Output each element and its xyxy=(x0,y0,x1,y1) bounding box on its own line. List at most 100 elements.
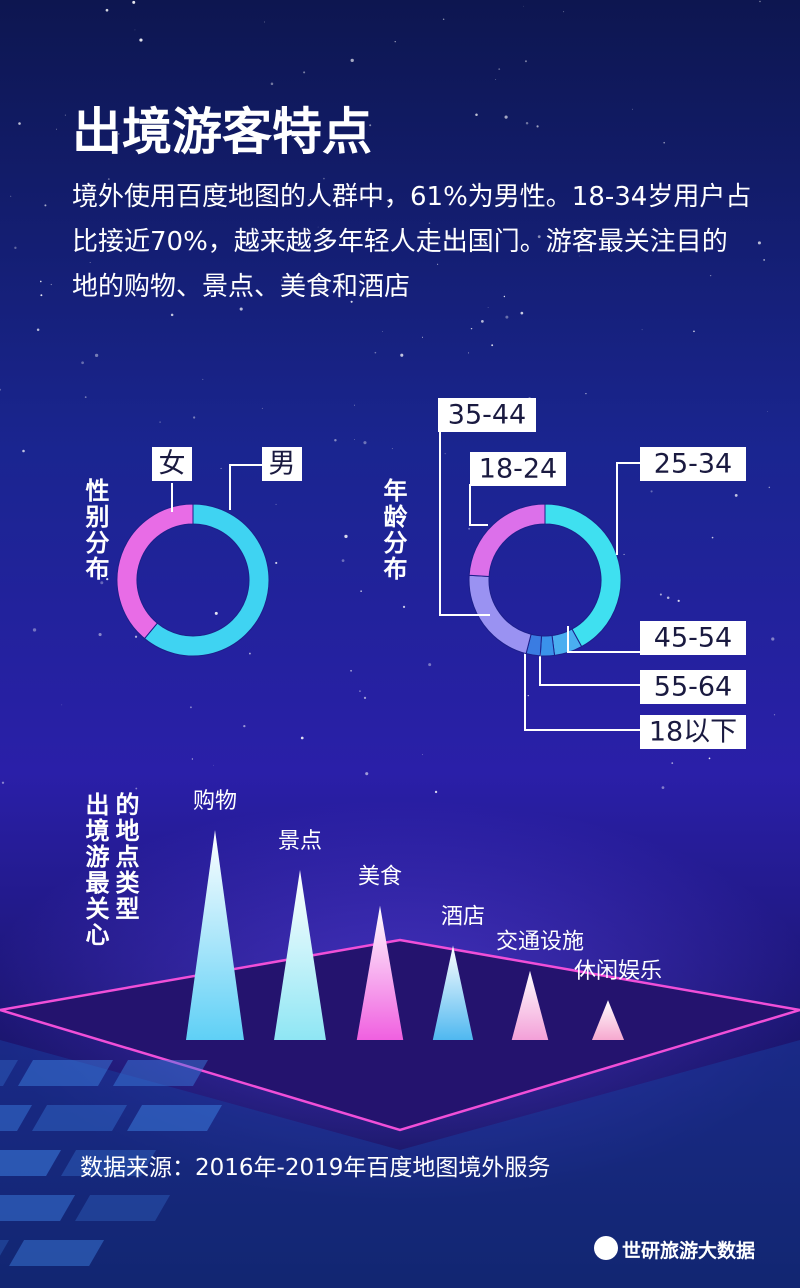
star xyxy=(39,280,42,283)
slice-label: 男 xyxy=(269,449,296,480)
star xyxy=(708,757,711,760)
star xyxy=(536,125,539,128)
cone xyxy=(274,869,326,1040)
leader-line xyxy=(524,645,640,731)
star xyxy=(344,534,348,539)
star xyxy=(623,553,625,556)
star xyxy=(444,453,446,455)
star xyxy=(563,11,565,13)
star xyxy=(537,235,541,239)
star xyxy=(303,71,306,74)
star xyxy=(139,38,143,42)
star xyxy=(1,781,5,784)
star xyxy=(270,82,274,86)
star xyxy=(661,786,665,789)
star xyxy=(734,493,738,497)
slice xyxy=(116,503,194,640)
floor-tile xyxy=(0,1105,33,1131)
leader-line xyxy=(229,464,262,510)
star xyxy=(202,378,204,380)
star xyxy=(213,764,214,766)
star xyxy=(396,560,400,564)
star xyxy=(220,467,222,469)
star xyxy=(275,561,278,565)
slice xyxy=(544,503,622,648)
cone-label: 交通设施 xyxy=(496,930,584,955)
star xyxy=(523,5,524,7)
star xyxy=(170,313,174,317)
star xyxy=(36,328,40,332)
cone-label: 购物 xyxy=(193,789,237,814)
star xyxy=(524,60,527,63)
label-box xyxy=(640,447,746,481)
cone xyxy=(432,945,474,1040)
star xyxy=(239,307,243,311)
star xyxy=(350,300,353,303)
cone xyxy=(591,1000,625,1040)
star xyxy=(22,449,25,453)
leader-line xyxy=(439,430,490,616)
star xyxy=(159,421,161,423)
star xyxy=(105,8,109,12)
star xyxy=(382,331,383,333)
star xyxy=(768,486,771,489)
star xyxy=(84,396,87,399)
leader-line xyxy=(469,484,488,526)
star xyxy=(470,327,473,330)
star xyxy=(98,633,102,637)
source: 数据来源：2016年-2019年百度地图境外服务 xyxy=(80,1155,551,1181)
star xyxy=(773,714,776,716)
star xyxy=(370,199,374,203)
cone xyxy=(356,905,404,1040)
star xyxy=(481,320,484,323)
star xyxy=(235,798,236,800)
star xyxy=(61,704,63,706)
star xyxy=(437,263,439,265)
star xyxy=(505,315,509,319)
star xyxy=(428,663,432,667)
watermark-icon xyxy=(594,1236,618,1260)
star xyxy=(107,178,110,181)
star xyxy=(677,599,680,602)
star xyxy=(10,195,12,197)
star xyxy=(650,490,653,493)
label-box xyxy=(152,447,192,481)
floor-tile xyxy=(0,1150,62,1176)
star xyxy=(400,353,404,357)
star xyxy=(659,593,662,596)
slice xyxy=(143,503,270,657)
star xyxy=(354,439,355,440)
star xyxy=(520,311,524,315)
star xyxy=(525,122,529,125)
leader-line xyxy=(567,626,640,653)
description: 境外使用百度地图的人群中，61%为男性。18-34岁用户占比接近70%，越来越多… xyxy=(72,182,752,302)
star xyxy=(487,306,489,308)
star xyxy=(50,283,52,286)
star xyxy=(209,188,213,191)
floor-tile xyxy=(32,1105,128,1131)
star xyxy=(287,199,289,202)
star xyxy=(100,581,104,585)
star xyxy=(767,411,768,412)
star xyxy=(369,124,372,127)
star xyxy=(32,628,37,632)
star xyxy=(468,527,471,530)
star xyxy=(585,393,587,395)
star xyxy=(134,635,138,638)
star xyxy=(394,40,396,43)
star xyxy=(261,407,263,409)
leader-line xyxy=(616,462,640,555)
star xyxy=(40,294,43,297)
floor-tile xyxy=(9,1240,105,1266)
star xyxy=(248,652,251,655)
floor-tile xyxy=(112,1060,209,1086)
star xyxy=(771,637,775,641)
cone-label: 景点 xyxy=(278,829,322,854)
label-box xyxy=(438,398,536,432)
star xyxy=(498,68,501,70)
star xyxy=(132,0,136,4)
star xyxy=(64,114,66,116)
star xyxy=(527,695,529,697)
